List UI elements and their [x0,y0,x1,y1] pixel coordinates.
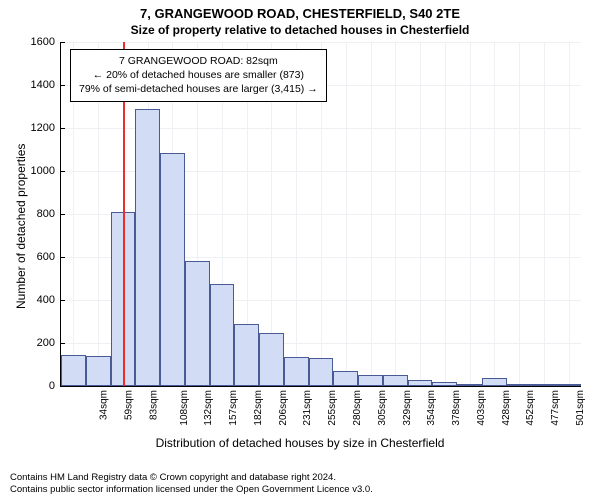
x-tick: 255sqm [325,390,338,426]
histogram-bar [482,378,507,386]
x-tick: 132sqm [202,390,215,426]
x-tick: 501sqm [573,390,586,426]
attribution: Contains HM Land Registry data © Crown c… [10,472,373,496]
histogram-bar [333,371,358,386]
histogram-bar [309,358,334,386]
annotation-line: 79% of semi-detached houses are larger (… [79,82,318,96]
y-tick: 1000 [31,165,61,177]
histogram-bar [556,384,581,386]
histogram-bar [61,355,86,386]
chart-subtitle: Size of property relative to detached ho… [0,21,600,37]
histogram-bar [531,384,556,386]
histogram-bar [457,384,482,386]
annotation-line: ← 20% of detached houses are smaller (87… [79,68,318,82]
histogram-bar [432,382,457,386]
histogram-bar [408,380,433,386]
x-tick: 231sqm [301,390,314,426]
x-tick: 378sqm [449,390,462,426]
y-axis-label: Number of detached properties [14,144,28,309]
x-tick: 59sqm [122,390,135,420]
histogram-bar [259,333,284,386]
histogram-bar [160,153,185,386]
grid-line [569,42,570,386]
y-tick: 400 [37,294,61,306]
y-tick: 800 [37,208,61,220]
attribution-line: Contains HM Land Registry data © Crown c… [10,472,373,484]
x-tick: 477sqm [548,390,561,426]
y-tick: 1200 [31,122,61,134]
histogram-bar [383,375,408,386]
annotation-line: 7 GRANGEWOOD ROAD: 82sqm [79,54,318,68]
x-tick: 34sqm [97,390,110,420]
chart-title: 7, GRANGEWOOD ROAD, CHESTERFIELD, S40 2T… [0,0,600,21]
x-tick: 354sqm [424,390,437,426]
x-tick: 329sqm [400,390,413,426]
x-tick: 206sqm [276,390,289,426]
histogram-bar [507,384,532,386]
x-tick: 157sqm [226,390,239,426]
y-tick: 200 [37,337,61,349]
histogram-bar [234,324,259,386]
grid-line [395,42,396,386]
grid-line [519,42,520,386]
histogram-bar [358,375,383,386]
x-tick: 403sqm [474,390,487,426]
x-tick: 108sqm [177,390,190,426]
histogram-bar [135,109,160,386]
grid-line [470,42,471,386]
histogram-bar [210,284,235,386]
annotation-box: 7 GRANGEWOOD ROAD: 82sqm ← 20% of detach… [70,49,327,102]
y-tick: 1400 [31,79,61,91]
histogram-bar [284,357,309,386]
grid-line [494,42,495,386]
y-tick: 0 [49,380,61,392]
histogram-bar [185,261,210,386]
x-tick: 305sqm [375,390,388,426]
grid-line [445,42,446,386]
x-tick: 428sqm [499,390,512,426]
x-tick: 280sqm [350,390,363,426]
x-tick: 182sqm [251,390,264,426]
x-tick: 452sqm [523,390,536,426]
histogram-bar [86,356,111,386]
grid-line [371,42,372,386]
attribution-line: Contains public sector information licen… [10,484,373,496]
figure-root: 7, GRANGEWOOD ROAD, CHESTERFIELD, S40 2T… [0,0,600,500]
y-tick: 1600 [31,36,61,48]
x-axis-label: Distribution of detached houses by size … [0,436,600,450]
grid-line [420,42,421,386]
y-tick: 600 [37,251,61,263]
x-tick: 83sqm [146,390,159,420]
grid-line [346,42,347,386]
grid-line [544,42,545,386]
